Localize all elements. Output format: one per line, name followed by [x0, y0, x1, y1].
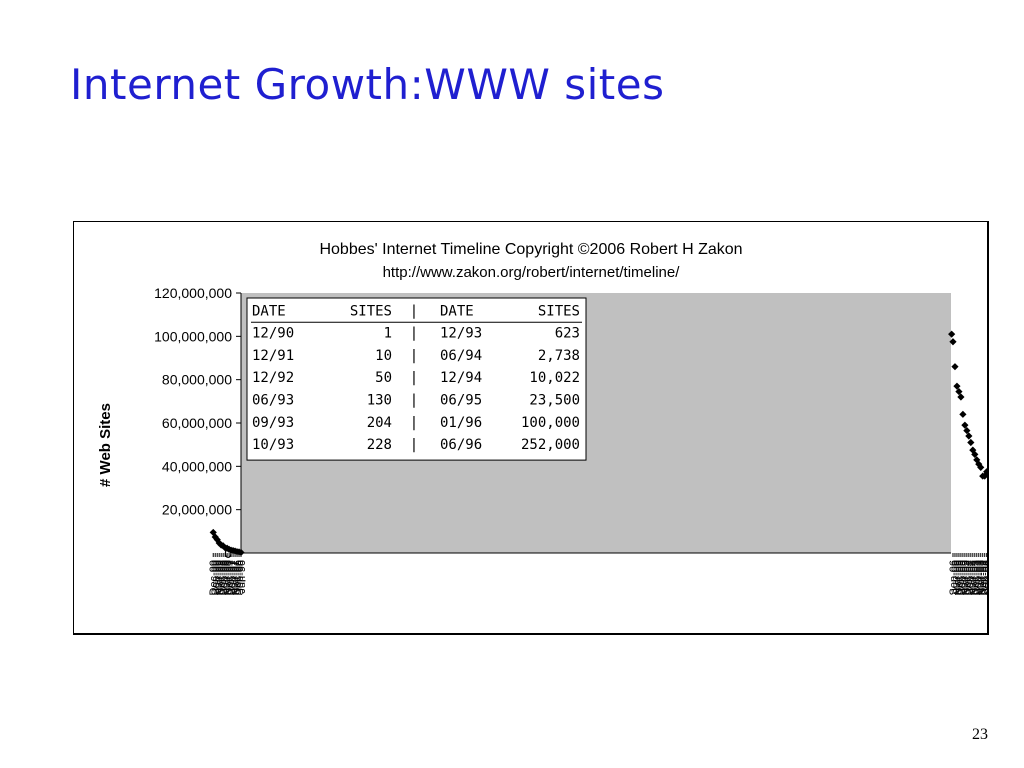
x-tick-label: Mar-05: [960, 560, 972, 595]
y-tick-label: 60,000,000: [162, 415, 232, 431]
x-tick-label: Dec-05: [954, 560, 966, 595]
inset-table-header-cell: |: [410, 303, 418, 319]
inset-table-cell: 06/95: [440, 393, 482, 409]
x-tick-label: Sep-05: [956, 560, 968, 595]
inset-table-cell: 252,000: [521, 437, 580, 453]
inset-table-cell: 12/90: [252, 326, 294, 342]
inset-table-box: [246, 297, 587, 461]
inset-table-cell: 2,738: [538, 348, 580, 364]
data-point: [979, 472, 987, 480]
data-point: [957, 393, 965, 401]
y-tick-label: 120,000,000: [154, 285, 232, 301]
inset-table-cell: 623: [555, 326, 580, 342]
x-tick-label: Sep-98: [218, 560, 230, 595]
x-tick-label: Mar-99: [214, 560, 226, 595]
inset-table-cell: 09/93: [252, 415, 294, 431]
page-number: 23: [972, 726, 988, 743]
data-point: [209, 528, 217, 537]
x-tick-label: Dec-02: [978, 560, 987, 595]
y-tick-label: 20,000,000: [162, 502, 232, 518]
x-tick-label: Jun-96: [236, 560, 248, 594]
data-point: [959, 410, 967, 418]
y-axis-label: # Web Sites: [97, 403, 114, 487]
inset-table-header-cell: DATE: [252, 303, 286, 319]
inset-table-cell: 06/96: [440, 437, 482, 453]
x-tick-label: Mar-98: [222, 560, 234, 595]
x-tick-label: Sep-02: [980, 560, 987, 595]
inset-table-cell: |: [410, 326, 418, 342]
inset-table-cell: |: [410, 348, 418, 364]
inset-table-cell: 12/93: [440, 326, 482, 342]
inset-table-cell: |: [410, 393, 418, 409]
inset-table-cell: 01/96: [440, 415, 482, 431]
inset-table-cell: 10: [375, 348, 392, 364]
chart-frame: Hobbes' Internet Timeline Copyright ©200…: [73, 221, 989, 635]
inset-table-cell: 10/93: [252, 437, 294, 453]
data-point: [967, 438, 975, 447]
x-tick-label: Dec-96: [232, 560, 244, 595]
data-point: [213, 535, 221, 544]
data-point: [951, 363, 959, 371]
inset-table-cell: 10,022: [529, 370, 580, 386]
inset-table-header-cell: SITES: [350, 303, 392, 319]
x-tick-label: Jun-98: [220, 560, 232, 594]
x-tick-label: Jun-05: [958, 560, 970, 594]
data-point: [965, 432, 973, 440]
x-tick-label: Sep-06: [948, 560, 960, 595]
inset-table-cell: 130: [367, 393, 392, 409]
data-point: [949, 338, 957, 346]
inset-table-cell: 12/94: [440, 370, 482, 386]
x-tick-label: Jun-97: [228, 560, 240, 594]
chart-subtitle: http://www.zakon.org/robert/internet/tim…: [383, 264, 681, 281]
x-tick-label: Mar-97: [230, 560, 242, 595]
y-tick-label: 0: [224, 545, 232, 561]
inset-table-cell: 06/93: [252, 393, 294, 409]
x-tick-label: Sep-04: [964, 560, 976, 595]
inset-table-cell: 228: [367, 437, 392, 453]
x-tick-label: Sep-99: [210, 560, 222, 595]
x-tick-label: Dec-04: [962, 560, 974, 595]
inset-table-cell: 12/91: [252, 348, 294, 364]
x-tick-label: Jun-06: [950, 560, 962, 594]
y-tick-label: 100,000,000: [154, 328, 232, 344]
inset-table-cell: 100,000: [521, 415, 580, 431]
x-tick-label: Jun-99: [212, 560, 224, 594]
data-point: [983, 468, 987, 476]
y-tick-label: 80,000,000: [162, 372, 232, 388]
inset-table-cell: 50: [375, 370, 392, 386]
x-tick-label: Dec-99: [208, 560, 220, 595]
plot-layer: 0 20,000,000 40,000,000 60,000,000 80,000,00…: [154, 285, 987, 595]
x-tick-label: Sep-97: [226, 560, 238, 595]
slide-title: Internet Growth:WWW sites: [70, 60, 665, 109]
x-tick-label: Jun-04: [966, 560, 978, 594]
inset-table-cell: |: [410, 415, 418, 431]
x-tick-label: Jun-03: [974, 560, 986, 594]
x-tick-label: Sep-03: [972, 560, 984, 595]
x-tick-label: Dec-01: [986, 560, 987, 595]
x-tick-label: Mar-02: [984, 560, 987, 595]
x-tick-label: Dec-03: [970, 560, 982, 595]
inset-table-cell: 204: [367, 415, 392, 431]
inset-table-header-cell: SITES: [538, 303, 580, 319]
x-tick-label: Dec-97: [224, 560, 236, 595]
y-tick-label: 40,000,000: [162, 458, 232, 474]
x-tick-label: Sep-96: [234, 560, 246, 595]
inset-table-header-cell: DATE: [440, 303, 474, 319]
inset-table-cell: 06/94: [440, 348, 482, 364]
x-tick-label: Mar-06: [952, 560, 964, 595]
chart-title: Hobbes' Internet Timeline Copyright ©200…: [319, 241, 742, 258]
data-point: [217, 541, 225, 549]
inset-table-cell: |: [410, 370, 418, 386]
web-sites-chart: Hobbes' Internet Timeline Copyright ©200…: [97, 241, 987, 595]
inset-table-cell: 1: [384, 326, 392, 342]
x-tick-label: Mar-04: [968, 560, 980, 595]
x-tick-label: Dec-98: [216, 560, 228, 595]
inset-table-cell: 12/92: [252, 370, 294, 386]
x-tick-label: Mar-03: [976, 560, 987, 595]
inset-table-cell: |: [410, 437, 418, 453]
x-tick-label: Jun-02: [982, 560, 987, 594]
inset-table-cell: 23,500: [529, 393, 580, 409]
